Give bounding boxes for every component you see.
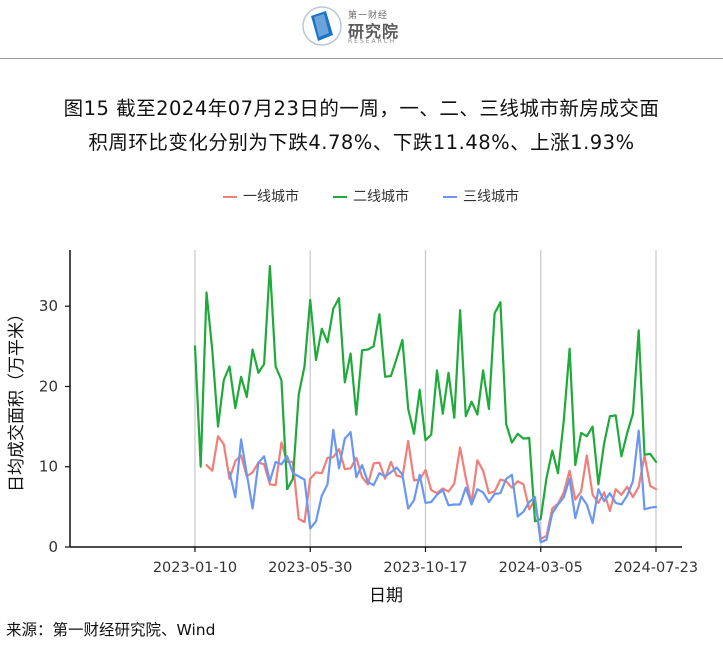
y-axis-title: 日均成交面积（万平米） xyxy=(7,305,27,492)
x-tick-label-2: 2023-10-17 xyxy=(383,560,467,576)
logo-main-text: 研究院 xyxy=(348,22,400,41)
legend-item-tier2: 二线城市 xyxy=(333,186,409,206)
logo-book-icon xyxy=(302,6,342,46)
y-tick-label-3: 30 xyxy=(39,297,58,315)
chart-title-line-1: 图15 截至2024年07月23日的一周，一、二、三线城市新房成交面 xyxy=(63,97,660,120)
x-axis-title: 日期 xyxy=(369,586,403,606)
chart-title-line-2: 积周环比变化分别为下跌4.78%、下跌11.48%、上涨1.93% xyxy=(88,131,635,154)
legend-item-tier1: 一线城市 xyxy=(223,186,299,206)
legend-swatch-tier1 xyxy=(223,196,237,198)
series-line-3 xyxy=(228,428,658,544)
x-tick-label-3: 2024-03-05 xyxy=(499,560,583,576)
chart-title: 图15 截至2024年07月23日的一周，一、二、三线城市新房成交面 积周环比变… xyxy=(0,92,723,160)
y-tick-label-2: 20 xyxy=(39,377,58,395)
y-tick-label-1: 10 xyxy=(39,458,58,476)
line-chart: 0 10 20 30 2023-01-10 2023-05-30 2023-10-17 202… xyxy=(7,250,698,606)
legend-label-tier2: 二线城市 xyxy=(353,189,409,205)
legend-swatch-tier2 xyxy=(333,196,347,198)
legend-label-tier3: 三线城市 xyxy=(463,189,519,205)
series-line-1 xyxy=(205,435,658,541)
y-tick-label-0: 0 xyxy=(48,538,58,556)
logo-sub-text: RESEARCH xyxy=(348,38,397,45)
series-line-2 xyxy=(193,264,658,523)
legend-swatch-tier3 xyxy=(443,196,457,198)
legend-item-tier3: 三线城市 xyxy=(443,186,519,206)
source-note: 来源：第一财经研究院、Wind xyxy=(6,621,216,639)
x-tick-label-4: 2024-07-23 xyxy=(614,560,698,576)
legend-label-tier1: 一线城市 xyxy=(243,189,299,205)
x-tick-label-1: 2023-05-30 xyxy=(268,560,352,576)
logo: 第一财经 研究院 RESEARCH xyxy=(300,4,420,50)
x-tick-label-0: 2023-01-10 xyxy=(153,560,237,576)
header-divider xyxy=(0,58,723,59)
logo-top-text: 第一财经 xyxy=(348,11,389,21)
